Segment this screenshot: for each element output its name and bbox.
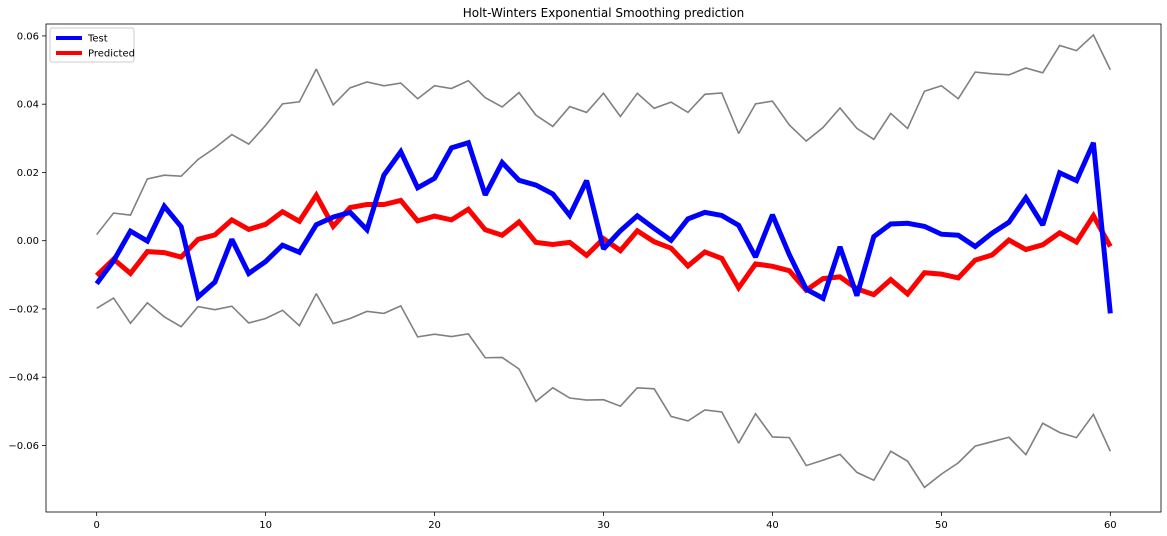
x-tick-label: 50 — [935, 520, 948, 531]
series-line-upper-bound — [96, 33, 1112, 236]
y-axis: −0.06 −0.04 −0.02 0.00 0.02 0.04 0.06 — [8, 31, 46, 452]
plot-frame — [45, 23, 1162, 513]
x-tick-label: 40 — [766, 520, 779, 531]
y-tick-label: 0.04 — [17, 100, 39, 111]
x-tick-label: 60 — [1104, 520, 1117, 531]
series-line-lower-bound — [96, 293, 1112, 489]
legend: Test Predicted — [49, 27, 135, 63]
x-tick-label: 30 — [597, 520, 610, 531]
y-tick-label: 0.06 — [17, 31, 39, 42]
series-line-test — [94, 139, 1113, 314]
y-tick-label: 0.00 — [17, 236, 39, 247]
x-tick-label: 0 — [93, 520, 99, 531]
y-tick-label: −0.06 — [8, 441, 39, 452]
series-layer — [94, 33, 1113, 489]
y-tick-label: −0.04 — [8, 373, 39, 384]
y-tick-label: 0.02 — [17, 168, 39, 179]
chart-title: Holt-Winters Exponential Smoothing predi… — [463, 6, 745, 20]
x-axis: 0 10 20 30 40 50 60 — [93, 512, 1117, 531]
x-tick-label: 10 — [259, 520, 272, 531]
y-tick-label: −0.02 — [8, 304, 39, 315]
plot-area — [45, 23, 1162, 513]
legend-label-test: Test — [87, 34, 108, 45]
legend-label-predicted: Predicted — [88, 49, 135, 60]
x-tick-label: 20 — [428, 520, 441, 531]
